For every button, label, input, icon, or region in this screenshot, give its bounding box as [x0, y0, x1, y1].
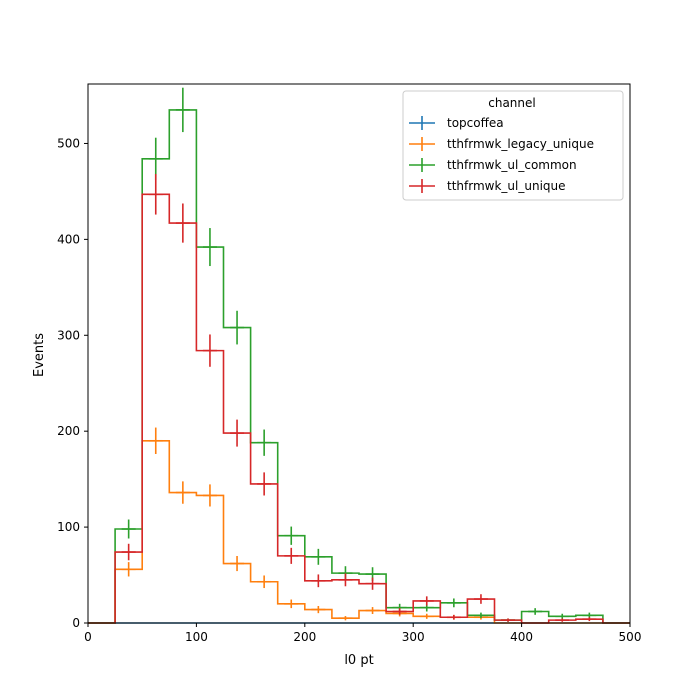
legend-title: channel: [488, 96, 535, 110]
y-tick-label: 0: [72, 616, 80, 630]
legend-entry-label: tthfrmwk_ul_unique: [447, 179, 566, 193]
y-tick-label: 300: [57, 328, 80, 342]
x-tick-label: 0: [84, 630, 92, 644]
legend-box: [402, 90, 624, 201]
x-tick-label: 400: [510, 630, 533, 644]
axes: 0 100 200 300 400 500 0 100 200 300 400 500: [57, 83, 642, 644]
x-tick-label: 500: [619, 630, 642, 644]
legend: channel topcoffea tthfrmwk_legacy_uniquett…: [402, 90, 624, 201]
y-tick-label: 100: [57, 520, 80, 534]
y-axis-label: Events: [32, 333, 47, 377]
series-tthfrmwk_ul_common: [88, 87, 630, 624]
x-tick-label: 300: [402, 630, 425, 644]
x-tick-label: 100: [185, 630, 208, 644]
legend-entry-label: topcoffea: [447, 116, 504, 130]
y-tick-label: 500: [57, 136, 80, 150]
legend-entry-label: tthfrmwk_ul_common: [447, 158, 577, 172]
axes-frame: [87, 83, 631, 624]
x-tick-label: 200: [293, 630, 316, 644]
x-axis-label: l0 pt: [344, 653, 373, 668]
y-tick-label: 200: [57, 424, 80, 438]
legend-entry-label: tthfrmwk_legacy_unique: [447, 137, 594, 151]
plot-area: [88, 87, 630, 624]
y-tick-label: 400: [57, 232, 80, 246]
